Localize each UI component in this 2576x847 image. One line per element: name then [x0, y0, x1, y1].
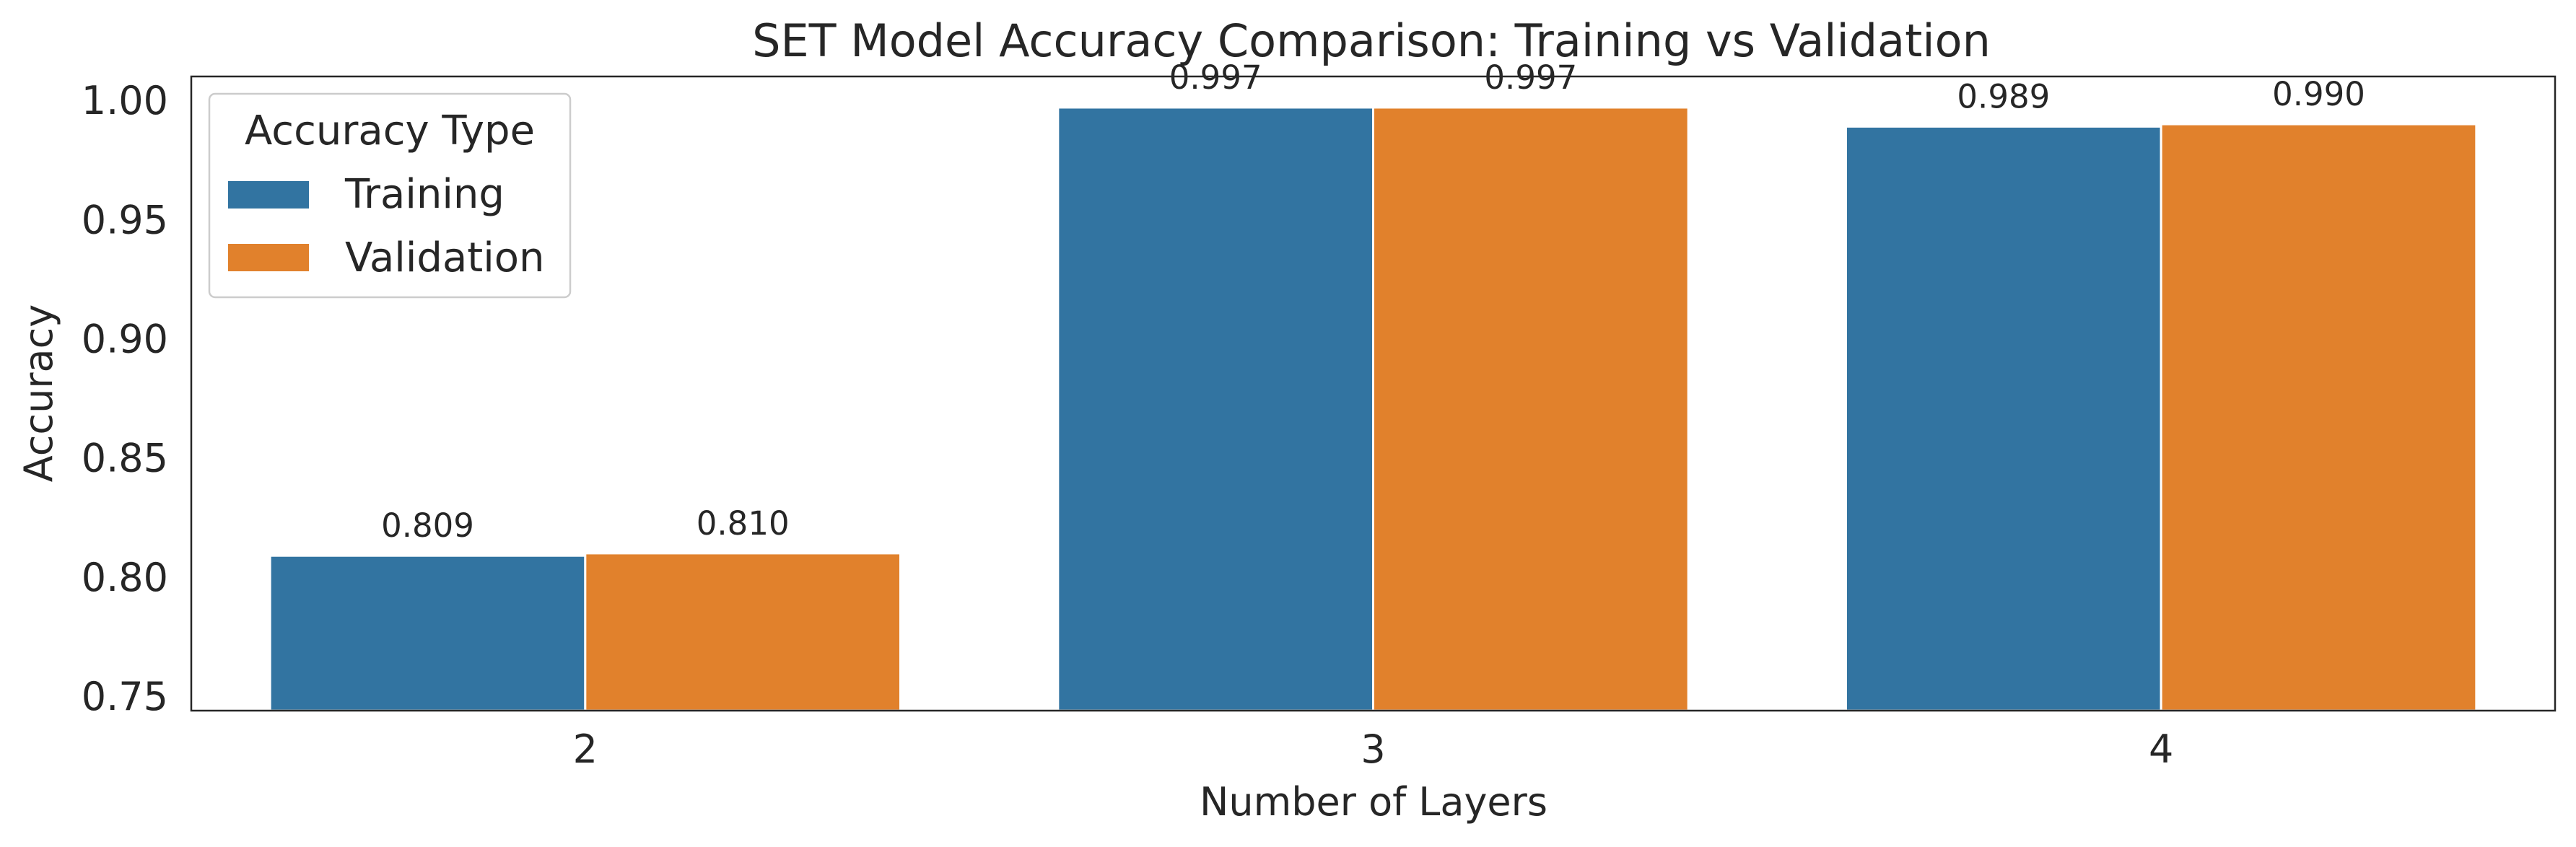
- y-tick-label-0.85: 0.85: [82, 436, 168, 481]
- y-tick-label-0.80: 0.80: [82, 555, 168, 600]
- y-axis-label: Accuracy: [16, 304, 61, 483]
- data-labels: 0.809 0.810 0.997 0.997 0.989 0.990: [381, 58, 2365, 545]
- y-tick-label-0.95: 0.95: [82, 197, 168, 242]
- chart-title: SET Model Accuracy Comparison: Training …: [752, 14, 1991, 67]
- legend-title: Accuracy Type: [245, 107, 535, 154]
- y-tick-label-0.90: 0.90: [82, 316, 168, 361]
- y-tick-label-1.00: 1.00: [82, 78, 168, 123]
- legend-swatch-training: [228, 181, 309, 209]
- data-label-training-4: 0.989: [1957, 77, 2050, 115]
- data-label-training-2: 0.809: [381, 506, 474, 545]
- data-label-training-3: 0.997: [1169, 58, 1262, 97]
- x-tick-label-4: 4: [2149, 727, 2173, 772]
- bar-validation-4: [2160, 123, 2478, 712]
- legend: Accuracy Type Training Validation: [208, 92, 572, 299]
- bar-training-4: [1845, 125, 2162, 712]
- legend-swatch-validation: [228, 244, 309, 271]
- bar-training-2: [268, 554, 587, 712]
- bar-validation-3: [1372, 106, 1690, 712]
- data-label-validation-2: 0.810: [697, 504, 790, 543]
- x-axis-label: Number of Layers: [1200, 779, 1547, 825]
- y-axis-ticks: 0.75 0.80 0.85 0.90 0.95 1.00: [82, 78, 168, 719]
- x-tick-label-3: 3: [1361, 727, 1385, 772]
- data-label-validation-4: 0.990: [2272, 75, 2365, 113]
- plot-frame: [190, 75, 2557, 712]
- data-label-validation-3: 0.997: [1484, 58, 1577, 97]
- x-tick-label-2: 2: [573, 727, 598, 772]
- x-axis-ticks: 2 3 4: [573, 727, 2174, 772]
- bars: [268, 106, 2478, 712]
- bar-training-3: [1057, 106, 1375, 712]
- legend-label-training: Training: [344, 171, 505, 218]
- bar-validation-2: [584, 552, 901, 712]
- y-tick-label-0.75: 0.75: [82, 674, 168, 719]
- legend-label-validation: Validation: [345, 234, 545, 281]
